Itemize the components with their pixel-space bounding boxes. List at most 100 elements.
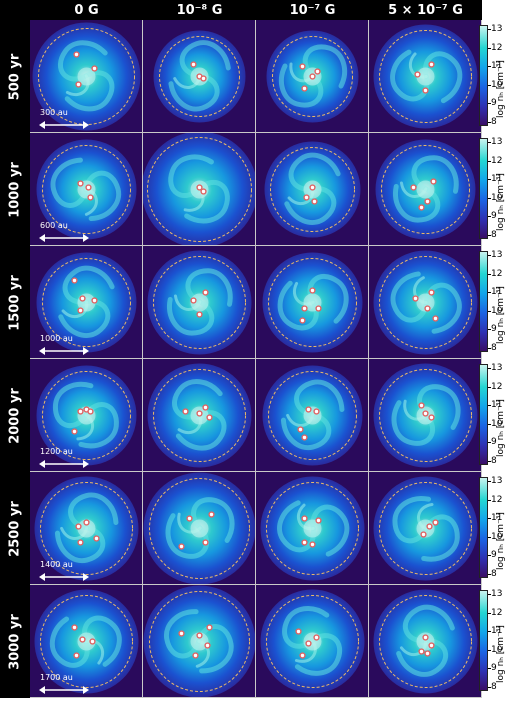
density-panel-r4-c3 [256, 359, 369, 472]
colorbar-tick-mark [488, 329, 491, 331]
colorbar-tick-mark [488, 310, 491, 312]
sink-particle [428, 61, 435, 68]
colorbar-tick-mark [488, 197, 491, 199]
colorbar [479, 251, 488, 352]
dashed-radius-circle [40, 595, 133, 688]
colorbar-tick-mark [488, 216, 491, 218]
sink-particle [305, 406, 312, 413]
sink-particle [295, 628, 302, 635]
spiral-arm [164, 609, 202, 659]
sink-particle [428, 289, 435, 296]
disk-core [416, 180, 435, 199]
sink-particle [93, 535, 100, 542]
dashed-radius-circle [381, 145, 470, 234]
colorbar-tick-label: 13 [491, 137, 503, 147]
dashed-radius-circle [153, 256, 246, 349]
sink-particle [418, 402, 425, 409]
scale-bar-label: 1700 au [40, 673, 73, 682]
density-map [369, 472, 481, 584]
density-panel-r3-c4 [369, 246, 482, 359]
spiral-arm [64, 70, 115, 112]
colorbar-tick-label: 8 [491, 569, 497, 579]
scale-bar-label: 1400 au [40, 560, 73, 569]
sink-particle [315, 517, 322, 524]
density-panel-r5-c2 [143, 472, 256, 585]
spiral-arm [68, 492, 119, 531]
row-header-2: 1000 yr [0, 133, 30, 246]
density-panel-r5-c4 [369, 472, 482, 585]
sink-particle [303, 194, 310, 201]
spiral-arm [168, 73, 220, 112]
sink-particle [313, 634, 320, 641]
density-panel-r3-c2 [143, 246, 256, 359]
spiral-arm [421, 514, 460, 562]
sink-particle [299, 652, 306, 659]
spiral-arm [58, 299, 111, 338]
colorbar-tick-mark [488, 160, 491, 162]
colorbar-tick-label: 9 [491, 211, 497, 222]
density-map [143, 585, 255, 697]
sink-particle [186, 515, 193, 522]
colorbar-tick-label: 8 [491, 682, 497, 692]
colorbar-tick-label: 11 [491, 174, 503, 185]
colorbar-tick-mark [488, 481, 491, 482]
density-panel-r6-c3 [256, 585, 369, 698]
spiral-arm [49, 616, 90, 668]
colorbar-tick-mark [488, 668, 491, 670]
disk-core [190, 519, 209, 538]
sink-particle [79, 295, 86, 302]
density-map [256, 585, 368, 697]
spiral-arm [184, 179, 230, 224]
density-map [256, 359, 368, 471]
spiral-arm [58, 40, 108, 82]
dashed-radius-circle [266, 595, 359, 688]
sink-particle [85, 184, 92, 191]
colorbar-tick-mark [488, 142, 491, 143]
disk-core [190, 632, 209, 651]
sink-particle [75, 81, 82, 88]
sink-particle [87, 408, 94, 415]
sink-particle [196, 311, 203, 318]
sink-particle [301, 539, 308, 546]
colorbar-tick-label: 13 [491, 250, 503, 260]
colorbar [479, 590, 488, 691]
spiral-arm [302, 44, 347, 89]
colorbar-tick-mark [488, 66, 491, 68]
spiral-arm [392, 496, 432, 544]
spiral-arm [175, 410, 227, 451]
scale-bar-arrow [39, 347, 89, 355]
dashed-radius-circle [379, 482, 472, 575]
colorbar-tick-label: 8 [491, 230, 497, 240]
density-panel-r6-c1 [30, 585, 143, 698]
sink-particle [313, 408, 320, 415]
density-panel-r4-c2 [143, 359, 256, 472]
density-panel-r5-c3 [256, 472, 369, 585]
colorbar-tick-mark [488, 555, 491, 557]
colorbar [479, 138, 488, 239]
sink-particle [200, 188, 207, 195]
column-header-2: 10⁻⁸ G [143, 0, 256, 20]
dashed-radius-circle [149, 591, 250, 692]
colorbar-tick-label: 10 [491, 531, 503, 542]
sink-particle [309, 184, 316, 191]
colorbar-tick-mark [488, 103, 491, 105]
sink-particle [75, 523, 82, 530]
spiral-arm [280, 412, 332, 451]
colorbar-tick-label: 9 [491, 98, 497, 109]
sink-particle [299, 317, 306, 324]
sink-particle [422, 87, 429, 94]
sink-particle [73, 652, 80, 659]
colorbar-tick-mark [488, 631, 491, 633]
row-label: 1000 yr [7, 161, 23, 218]
scale-bar-label: 1200 au [40, 447, 73, 456]
density-panel-r4-c1 [30, 359, 143, 472]
sink-particle [178, 630, 185, 637]
sink-particle [424, 650, 431, 657]
colorbar-tick-label: 12 [491, 381, 503, 392]
row-label: 1500 yr [7, 274, 23, 331]
sink-particle [192, 652, 199, 659]
density-map [30, 133, 142, 245]
density-panel-r3-c3 [256, 246, 369, 359]
colorbar-tick-label: 10 [491, 79, 503, 90]
colorbar-tick-mark [488, 386, 491, 388]
